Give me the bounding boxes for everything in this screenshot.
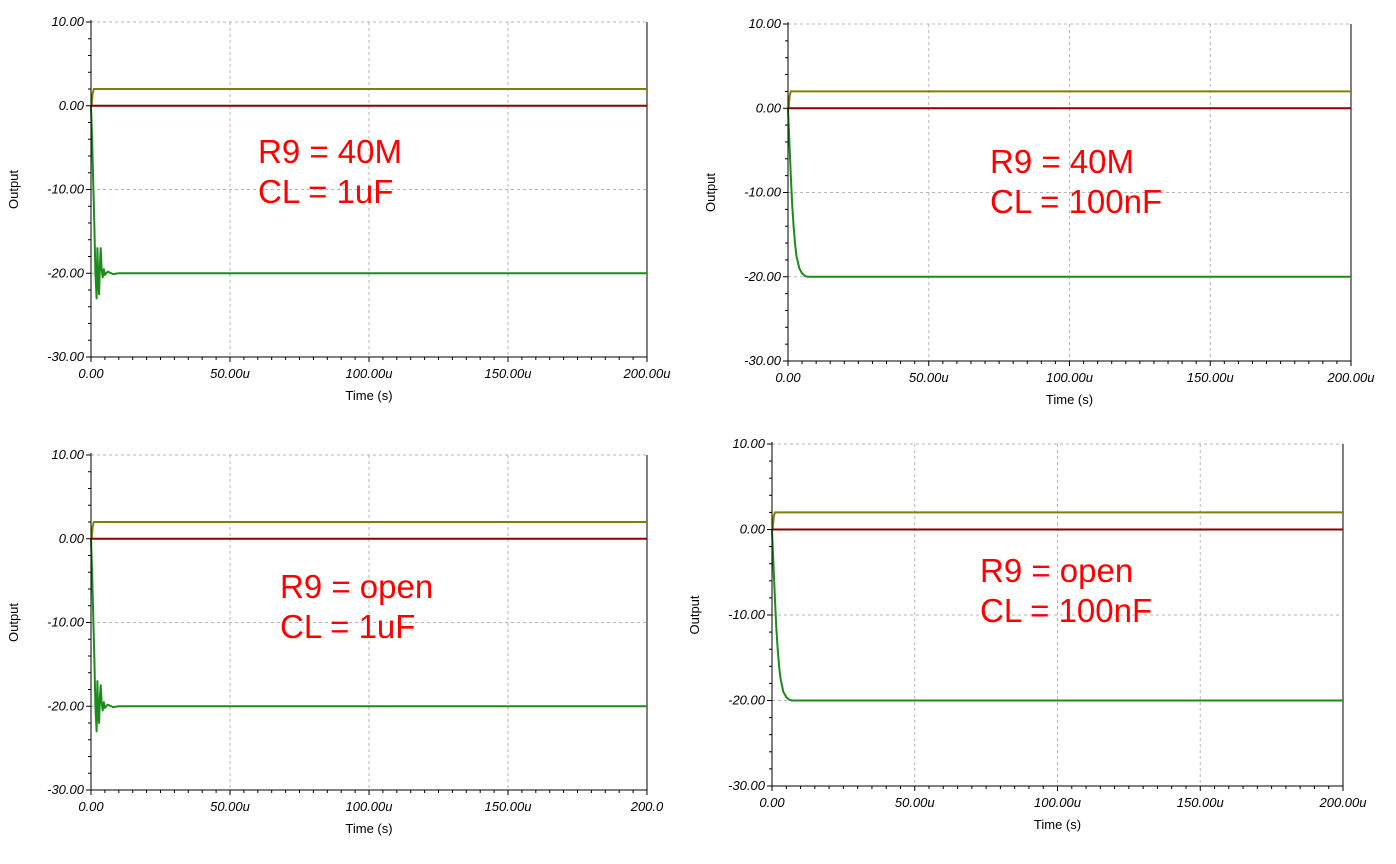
y-tick-label: 10.00 (748, 16, 781, 31)
x-tick-label: 0.00 (78, 366, 104, 381)
series-line-3 (90, 105, 647, 300)
annotation-panel-3: R9 = open CL = 1uF (280, 567, 433, 647)
y-tick-label: -20.00 (47, 698, 85, 713)
y-tick-label: 10.00 (51, 14, 84, 29)
annotation-line-cl: CL = 100nF (980, 592, 1153, 629)
annotation-line-r9: R9 = open (280, 568, 434, 605)
annotation-line-r9: R9 = 40M (258, 133, 402, 170)
annotation-panel-1: R9 = 40M CL = 1uF (258, 132, 402, 212)
x-tick-label: 100.00u (346, 366, 393, 381)
x-axis-label: Time (s) (1034, 817, 1081, 832)
x-tick-label: 200.00u (623, 366, 671, 381)
y-axis-label: Output (687, 595, 702, 634)
x-tick-label: 50.00u (210, 366, 250, 381)
y-tick-label: 0.00 (59, 98, 85, 113)
y-tick-label: -10.00 (47, 615, 85, 630)
annotation-line-r9: R9 = open (980, 552, 1134, 589)
x-tick-label: 50.00u (895, 795, 935, 810)
x-axis-label: Time (s) (345, 821, 392, 836)
y-tick-label: 0.00 (59, 531, 85, 546)
x-tick-label: 200.0 (630, 799, 664, 814)
series-line-1 (771, 511, 1343, 531)
y-tick-label: -20.00 (728, 693, 766, 708)
annotation-line-cl: CL = 1uF (258, 173, 394, 210)
annotation-line-cl: CL = 1uF (280, 608, 416, 645)
y-tick-label: -30.00 (47, 782, 85, 797)
x-tick-label: 0.00 (78, 799, 104, 814)
annotation-panel-2: R9 = 40M CL = 100nF (990, 142, 1162, 222)
y-tick-label: 10.00 (51, 447, 84, 462)
x-tick-label: 200.00u (1327, 370, 1375, 385)
x-tick-label: 100.00u (346, 799, 393, 814)
y-tick-label: -30.00 (47, 349, 85, 364)
y-tick-label: -10.00 (728, 607, 766, 622)
annotation-panel-4: R9 = open CL = 100nF (980, 551, 1152, 631)
x-tick-label: 100.00u (1034, 795, 1081, 810)
y-tick-label: -20.00 (47, 265, 85, 280)
x-tick-label: 150.00u (485, 799, 532, 814)
series-line-3 (90, 538, 647, 733)
series-line-3 (771, 529, 1343, 702)
x-tick-label: 150.00u (1177, 795, 1224, 810)
y-tick-label: 0.00 (756, 100, 782, 115)
x-axis-label: Time (s) (345, 388, 392, 403)
x-tick-label: 150.00u (485, 366, 532, 381)
y-axis-label: Output (703, 173, 718, 212)
annotation-line-r9: R9 = 40M (990, 143, 1134, 180)
x-tick-label: 100.00u (1046, 370, 1093, 385)
y-tick-label: -20.00 (744, 269, 782, 284)
x-tick-label: 0.00 (775, 370, 801, 385)
x-tick-label: 50.00u (909, 370, 949, 385)
series-line-3 (787, 108, 1351, 278)
annotation-line-cl: CL = 100nF (990, 183, 1163, 220)
y-tick-label: 0.00 (740, 522, 766, 537)
x-tick-label: 0.00 (759, 795, 785, 810)
y-tick-label: -10.00 (47, 182, 85, 197)
x-tick-label: 200.00u (1319, 795, 1367, 810)
y-tick-label: -10.00 (744, 185, 782, 200)
x-tick-label: 150.00u (1187, 370, 1234, 385)
y-tick-label: -30.00 (728, 778, 766, 793)
x-tick-label: 50.00u (210, 799, 250, 814)
y-tick-label: -30.00 (744, 353, 782, 368)
y-tick-label: 10.00 (732, 436, 765, 451)
y-axis-label: Output (6, 170, 21, 209)
y-axis-label: Output (6, 603, 21, 642)
x-axis-label: Time (s) (1046, 392, 1093, 407)
